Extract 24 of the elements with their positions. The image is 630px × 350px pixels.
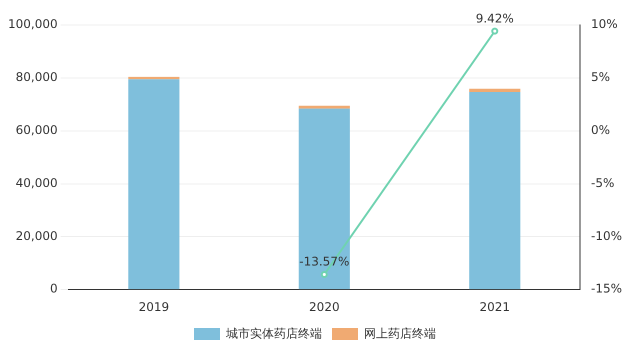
data-label: 9.42% xyxy=(476,11,514,26)
y-tick-label: 0 xyxy=(50,282,58,296)
y-tick-label: 100,000 xyxy=(8,17,58,32)
y2-tick-label: -5% xyxy=(591,176,614,190)
y2-tick-label: -15% xyxy=(591,282,622,296)
y-tick-label: 20,000 xyxy=(16,228,58,243)
x-tick-label: 2021 xyxy=(479,300,510,314)
x-tick-label: 2019 xyxy=(138,300,170,314)
legend-label: 网上药店终端 xyxy=(364,326,436,340)
y2-tick-label: 10% xyxy=(591,17,618,32)
y-tick-label: 60,000 xyxy=(16,122,58,137)
bar xyxy=(128,79,180,290)
y2-tick-label: 5% xyxy=(591,70,610,84)
data-label: -13.57% xyxy=(299,254,350,269)
bar xyxy=(469,88,520,92)
y2-tick-label: -10% xyxy=(591,228,622,243)
bar xyxy=(298,108,350,290)
x-tick-label: 2020 xyxy=(309,300,340,314)
y-tick-label: 80,000 xyxy=(16,70,58,84)
y-tick-label: 40,000 xyxy=(16,176,58,190)
bar xyxy=(298,106,350,109)
legend-label: 城市实体药店终端 xyxy=(225,326,322,340)
y2-tick-label: 0% xyxy=(591,122,610,137)
bar xyxy=(469,92,520,290)
